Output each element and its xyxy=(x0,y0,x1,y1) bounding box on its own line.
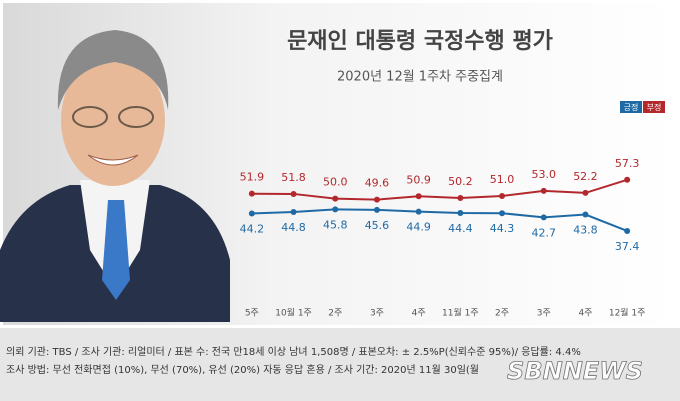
point xyxy=(499,210,506,217)
data-label: 42.7 xyxy=(532,226,557,239)
point xyxy=(332,195,339,202)
portrait xyxy=(0,30,230,322)
point xyxy=(624,227,631,234)
point xyxy=(290,190,297,197)
data-label: 57.3 xyxy=(615,157,640,170)
x-tick-label: 4주 xyxy=(412,308,426,319)
chart-subtitle: 2020년 12월 1주차 주중집계 xyxy=(337,70,503,85)
data-label: 45.6 xyxy=(365,219,390,232)
x-tick-label: 5주 xyxy=(245,308,259,319)
data-label: 45.8 xyxy=(323,218,348,231)
data-label: 51.9 xyxy=(240,171,265,184)
watermark: SBNNEWS xyxy=(507,357,643,385)
chart-title: 문재인 대통령 국정수행 평가 xyxy=(287,29,553,54)
data-label: 50.2 xyxy=(448,175,473,188)
point xyxy=(624,176,631,183)
x-tick-label: 4주 xyxy=(578,308,592,319)
data-label: 50.9 xyxy=(406,173,431,186)
point xyxy=(415,208,422,215)
legend-swatch xyxy=(643,101,665,113)
x-tick-label: 11월 1주 xyxy=(442,307,479,319)
data-label: 44.2 xyxy=(240,222,265,235)
data-label: 44.9 xyxy=(406,221,431,234)
point xyxy=(499,193,506,199)
line xyxy=(251,208,628,232)
x-tick-label: 2주 xyxy=(495,308,509,319)
point xyxy=(457,209,464,216)
legend-label: 긍정 xyxy=(624,102,639,112)
x-tick-label: 12월 1주 xyxy=(609,307,646,319)
point xyxy=(332,206,339,213)
data-label: 43.8 xyxy=(573,224,598,237)
data-label: 44.8 xyxy=(281,221,306,234)
note: 조사 방법: 무선 전화면접 (10%), 무선 (70%), 유선 (20%)… xyxy=(6,363,479,376)
point xyxy=(373,206,380,213)
x-tick-label: 3주 xyxy=(537,308,551,319)
data-label: 52.2 xyxy=(573,170,598,183)
data-label: 51.0 xyxy=(490,173,515,186)
data-label: 50.0 xyxy=(323,176,348,189)
data-label: 44.3 xyxy=(490,222,515,235)
point xyxy=(415,193,422,200)
x-tick-label: 2주 xyxy=(328,308,342,319)
note: 의뢰 기관: TBS / 조사 기관: 리얼미터 / 표본 수: 전국 만18세… xyxy=(6,346,581,358)
point xyxy=(582,189,589,196)
legend-swatch xyxy=(620,101,642,113)
point xyxy=(540,214,547,221)
line xyxy=(251,178,628,201)
point xyxy=(248,190,255,197)
point xyxy=(540,187,547,194)
data-label: 37.4 xyxy=(615,240,640,253)
x-tick-label: 10월 1주 xyxy=(275,307,312,319)
point xyxy=(373,196,380,203)
footer xyxy=(0,328,680,401)
data-label: 49.6 xyxy=(365,177,390,190)
point xyxy=(582,211,589,218)
point xyxy=(457,195,464,202)
data-label: 44.4 xyxy=(448,222,473,235)
point xyxy=(290,208,297,215)
data-label: 53.0 xyxy=(532,168,557,181)
legend-label: 부정 xyxy=(647,102,662,112)
x-tick-label: 3주 xyxy=(370,308,384,319)
data-label: 51.8 xyxy=(281,171,306,184)
point xyxy=(248,210,255,217)
